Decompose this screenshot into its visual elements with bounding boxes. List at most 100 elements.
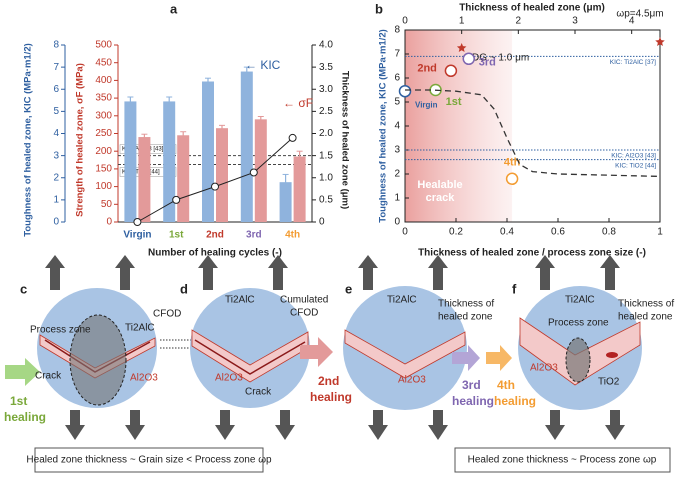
y-axis-label: Toughness of healed zone, KIC (MPa·m1/2) bbox=[23, 43, 34, 237]
arrow-up bbox=[45, 255, 65, 290]
label: Thickness of bbox=[618, 299, 674, 310]
x-tick-label: 0.8 bbox=[602, 227, 616, 238]
x-tick-label: 0.4 bbox=[500, 227, 514, 238]
y-tick-label: 0 bbox=[53, 217, 59, 228]
y-tick-label: 250 bbox=[95, 128, 112, 139]
arrow-up bbox=[600, 255, 620, 290]
arrow-down bbox=[65, 410, 85, 440]
arrow-down bbox=[428, 410, 448, 440]
arrow-down bbox=[215, 410, 235, 440]
x2-tick-label: 1 bbox=[459, 16, 465, 27]
x2-axis-label: Thickness of healed zone (μm) bbox=[459, 3, 605, 14]
annotation: ωp=4.5μm bbox=[616, 9, 663, 20]
arrow-down bbox=[368, 410, 388, 440]
point bbox=[398, 84, 412, 98]
panel-label: d bbox=[180, 281, 188, 296]
point bbox=[444, 64, 458, 78]
point-label: Virgin bbox=[415, 100, 438, 109]
y-tick-label: 2.0 bbox=[319, 128, 333, 139]
y-tick-label: 0 bbox=[319, 217, 325, 228]
crack bbox=[194, 339, 306, 375]
point-label: 2nd bbox=[417, 63, 437, 75]
y-tick-label: 6 bbox=[53, 84, 59, 95]
region-label: crack bbox=[426, 192, 456, 204]
reference-label: KIC: TiO2 [44] bbox=[615, 162, 656, 169]
x2-tick-label: 4 bbox=[629, 16, 635, 27]
point-label: 3rd bbox=[479, 57, 496, 69]
point bbox=[249, 168, 258, 177]
point bbox=[462, 52, 475, 66]
y-tick-label: 3 bbox=[394, 145, 400, 156]
y-axis-label: Toughness of healed zone, KIC (MPa·m1/2) bbox=[378, 29, 389, 223]
bar bbox=[177, 135, 190, 222]
y-tick-label: 0.5 bbox=[319, 195, 333, 206]
note-box bbox=[34, 447, 264, 473]
series-label: ← σF bbox=[283, 96, 313, 110]
region-label: Healable bbox=[417, 179, 462, 191]
y-tick-label: 2 bbox=[53, 172, 59, 183]
label: healed zone bbox=[438, 312, 493, 323]
arrow-down bbox=[275, 410, 295, 440]
bar bbox=[124, 101, 137, 222]
arrow-up bbox=[535, 255, 555, 290]
step-label: 4th bbox=[497, 378, 515, 392]
curve bbox=[405, 89, 661, 178]
step-label: healing bbox=[4, 410, 46, 424]
x-tick-label: 0.6 bbox=[551, 227, 565, 238]
y-tick-label: 2 bbox=[394, 169, 400, 180]
y-tick-label: 3.5 bbox=[319, 62, 333, 73]
healing-arrow bbox=[452, 345, 480, 371]
y-tick-label: 4 bbox=[394, 121, 400, 132]
bar bbox=[163, 101, 176, 222]
x-tick-label: 3rd bbox=[246, 230, 262, 241]
y-tick-label: 1.5 bbox=[319, 150, 333, 161]
arrow-up bbox=[115, 255, 135, 290]
y-tick-label: 450 bbox=[95, 57, 112, 68]
label: CFOD bbox=[290, 308, 318, 319]
bar bbox=[216, 128, 228, 222]
note: Healed zone thickness ~ Grain size < Pro… bbox=[26, 455, 272, 466]
step-label: 3rd bbox=[462, 378, 481, 392]
y-tick-label: 1 bbox=[53, 195, 59, 206]
charts: a012345678050100150200250300350400450500… bbox=[23, 1, 665, 259]
note-box bbox=[454, 447, 671, 473]
label: Crack bbox=[245, 387, 272, 398]
y-tick-label: 0 bbox=[394, 217, 400, 228]
y-tick-label: 2.5 bbox=[319, 106, 333, 117]
y-tick-label: 1.0 bbox=[319, 172, 333, 183]
arrow-up bbox=[198, 255, 218, 290]
x2-tick-label: 3 bbox=[572, 16, 578, 27]
y-tick-label: 300 bbox=[95, 110, 112, 121]
label: Ti2AlC bbox=[225, 295, 255, 306]
y-tick-label: 200 bbox=[95, 146, 112, 157]
y-tick-label: 100 bbox=[95, 181, 112, 192]
point bbox=[211, 182, 219, 191]
y-tick-label: 8 bbox=[394, 25, 400, 36]
star-marker bbox=[655, 37, 665, 47]
label: Al2O3 bbox=[530, 363, 558, 374]
y-tick-label: 3.0 bbox=[319, 84, 333, 95]
panel-label: f bbox=[512, 281, 517, 296]
label: Al2O3 bbox=[130, 373, 158, 384]
y-tick-label: 350 bbox=[95, 93, 112, 104]
step-label: 2nd bbox=[318, 374, 339, 388]
x-tick-label: 1st bbox=[169, 230, 184, 241]
grain bbox=[190, 288, 310, 408]
healing-arrow bbox=[300, 337, 333, 367]
step-label: healing bbox=[310, 390, 352, 404]
arrow-up bbox=[428, 255, 448, 290]
panel-label: c bbox=[20, 281, 27, 296]
point-label: 1st bbox=[446, 96, 462, 108]
label: Ti2AlC bbox=[387, 295, 417, 306]
healing-arrow bbox=[5, 358, 40, 386]
arrow-up bbox=[268, 255, 288, 290]
y-tick-label: 500 bbox=[95, 40, 112, 51]
point bbox=[172, 195, 181, 204]
diagram-e: e Ti2AlC Thickness of healed zone Al2O3 … bbox=[300, 255, 494, 440]
y-tick-label: 5 bbox=[394, 97, 400, 108]
arrow-down bbox=[125, 410, 145, 440]
diagram-d: d Ti2AlC Cumulated CFOD Al2O3 Crack bbox=[180, 255, 328, 440]
x2-tick-label: 2 bbox=[516, 16, 522, 27]
bar bbox=[293, 156, 306, 222]
arrow-down bbox=[605, 410, 625, 440]
